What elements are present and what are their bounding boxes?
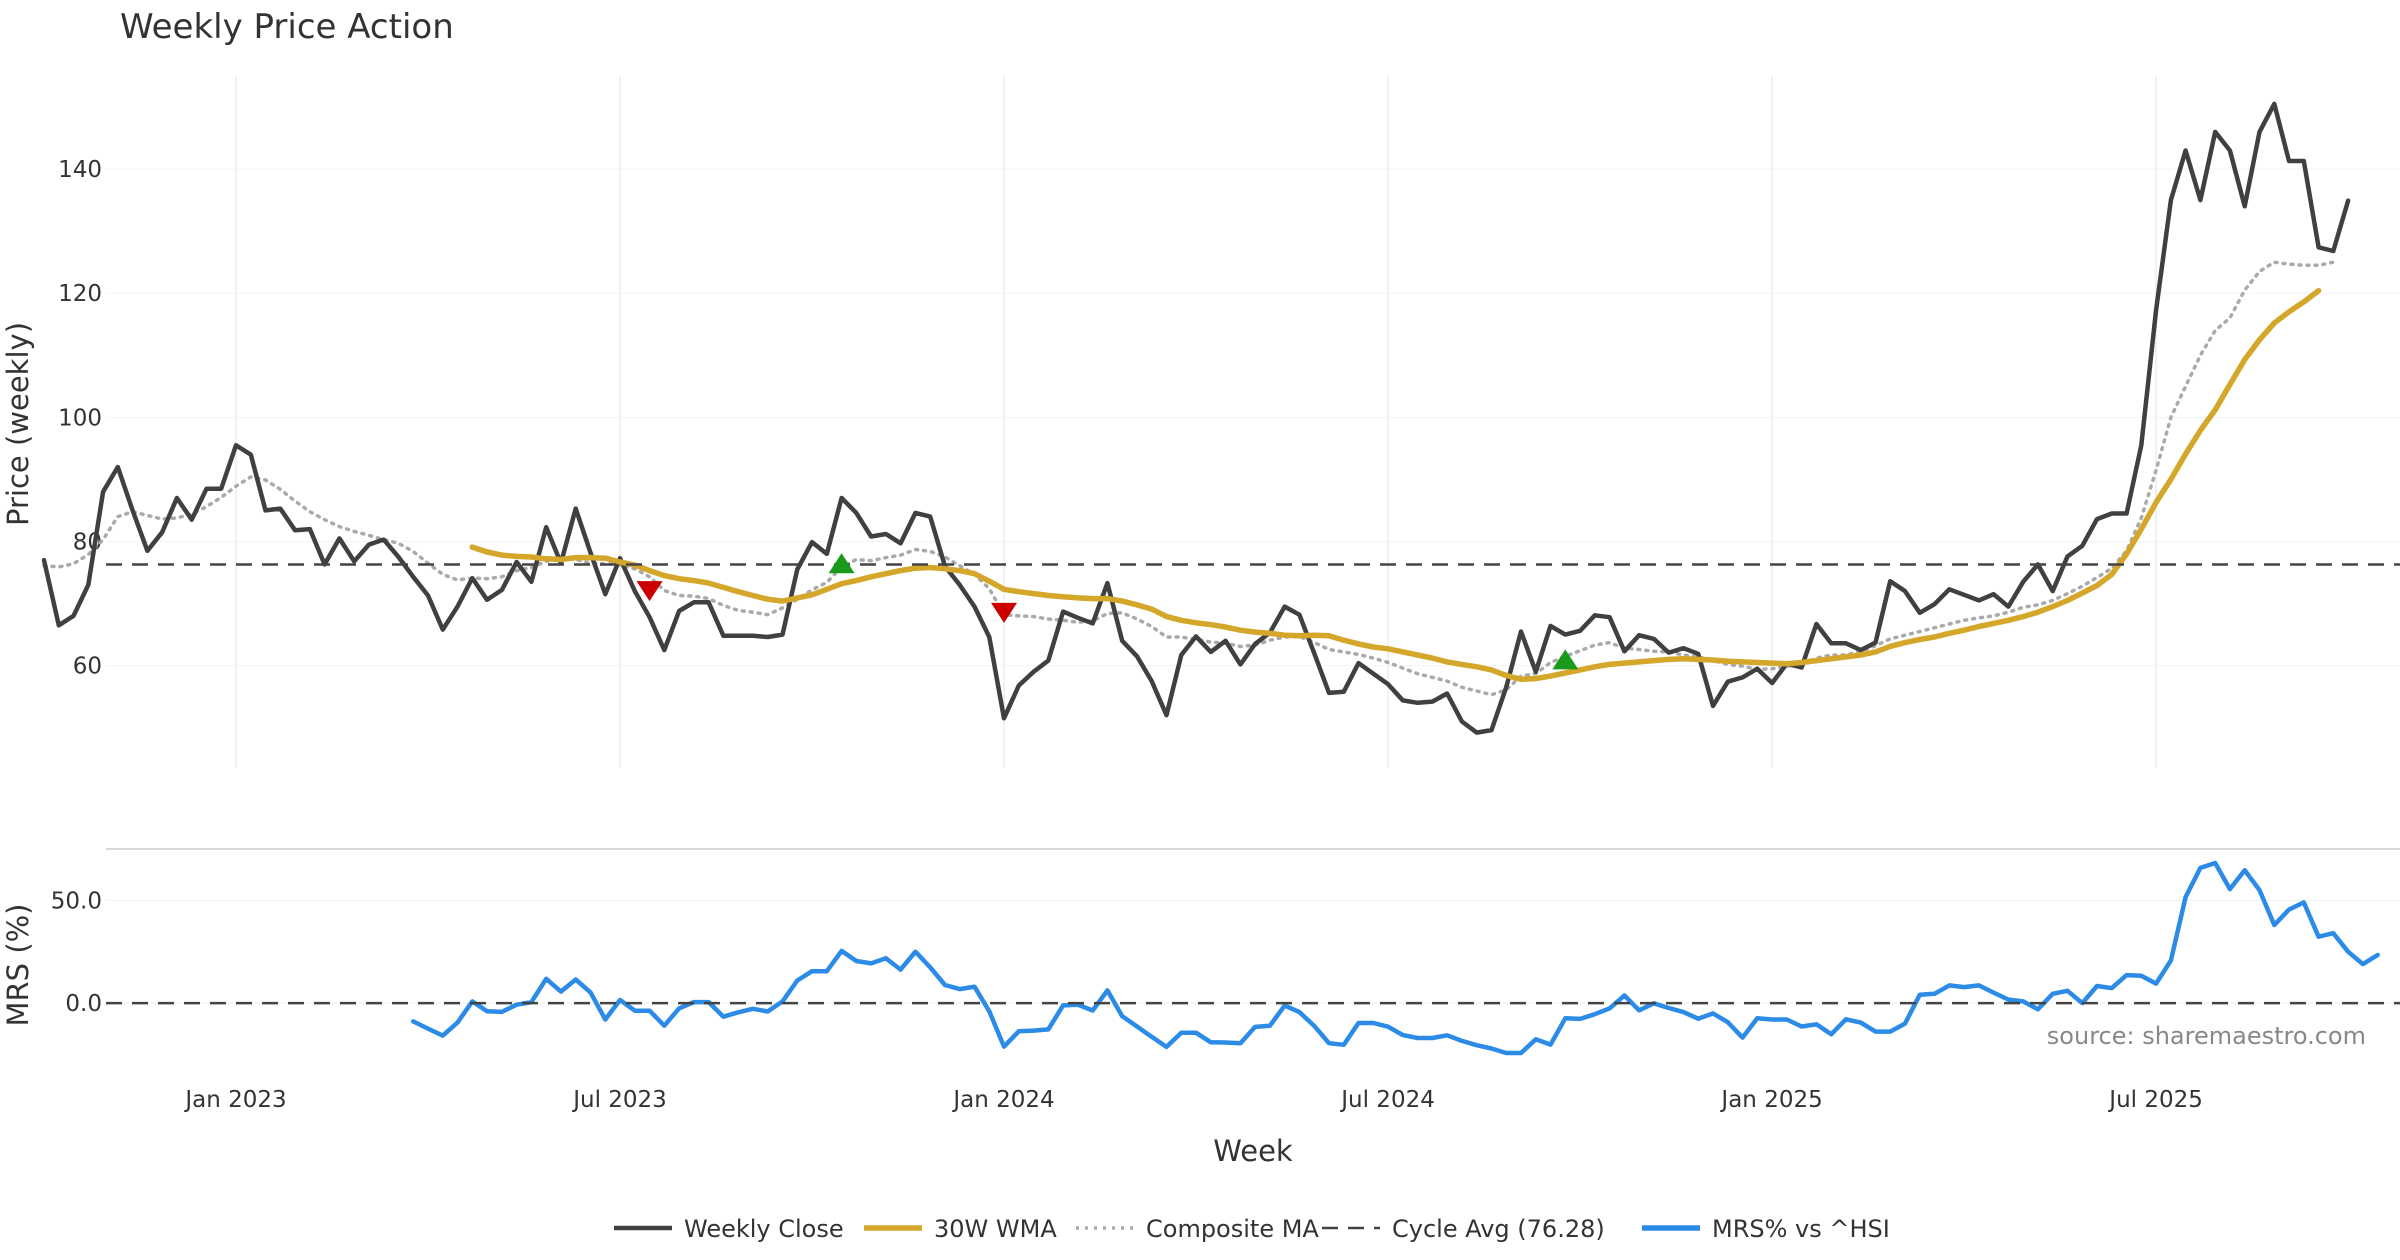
weekly-close-line (41, 101, 2351, 735)
legend-item: Cycle Avg (76.28) (1322, 1215, 1605, 1243)
composite-ma-line (42, 260, 2336, 697)
x-tick-label: Jul 2024 (1339, 1087, 1435, 1113)
x-axis-ticks: Jan 2023 Jul 2023 Jan 2024 Jul 2024 Jan 2025… (183, 1087, 2203, 1113)
mrs-gridlines (106, 899, 2400, 1004)
mrs-series (106, 860, 2400, 1056)
legend-item: Weekly Close (614, 1215, 844, 1243)
legend-label: MRS% vs ^HSI (1712, 1215, 1890, 1243)
legend: Weekly Close 30W WMA Composite MA Cycle Avg… (614, 1215, 1890, 1243)
price-y-tick-label: 120 (58, 281, 102, 307)
x-tick-label: Jul 2023 (571, 1087, 667, 1113)
mrs-line (410, 860, 2380, 1056)
legend-item: MRS% vs ^HSI (1642, 1215, 1890, 1243)
mrs-y-ticks: 0.0 50.0 (51, 888, 102, 1017)
mrs-y-axis-label: MRS (%) (1, 904, 35, 1027)
legend-label: 30W WMA (934, 1215, 1057, 1243)
price-y-axis-label: Price (weekly) (1, 322, 35, 526)
buy-signal-marker (1552, 649, 1579, 670)
sell-signal-marker (636, 581, 663, 602)
legend-item: Composite MA (1076, 1215, 1319, 1243)
x-axis-label: Week (1213, 1134, 1293, 1168)
mrs-y-tick-label: 0.0 (65, 991, 102, 1017)
buy-signal-marker (828, 553, 855, 574)
chart-title: Weekly Price Action (120, 7, 454, 47)
price-y-tick-label: 60 (73, 654, 102, 680)
30w-wma-line (469, 287, 2322, 683)
legend-label: Cycle Avg (76.28) (1392, 1215, 1605, 1243)
price-series (41, 101, 2400, 735)
sell-signal-marker (991, 602, 1018, 623)
source-note: source: sharemaestro.com (2047, 1022, 2366, 1050)
price-y-tick-label: 140 (58, 157, 102, 183)
mrs-y-tick-label: 50.0 (51, 888, 102, 914)
x-tick-label: Jan 2024 (951, 1087, 1054, 1113)
x-tick-label: Jul 2025 (2107, 1087, 2203, 1113)
signal-markers (636, 553, 1579, 670)
legend-label: Weekly Close (684, 1215, 844, 1243)
legend-label: Composite MA (1146, 1215, 1319, 1243)
x-tick-label: Jan 2023 (183, 1087, 286, 1113)
price-y-tick-label: 100 (58, 405, 102, 431)
x-tick-label: Jan 2025 (1719, 1087, 1822, 1113)
price-gridlines (106, 76, 2400, 768)
legend-item: 30W WMA (864, 1215, 1057, 1243)
